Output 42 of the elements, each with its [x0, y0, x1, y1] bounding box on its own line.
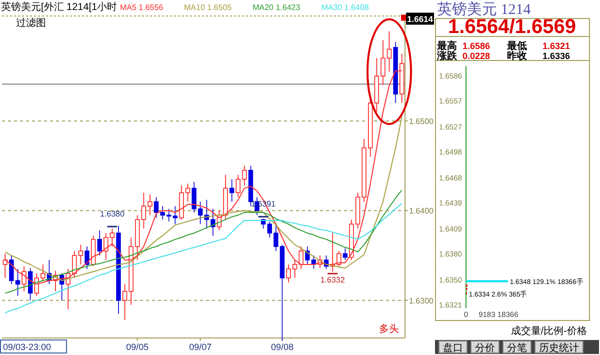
candlestick: [2, 253, 8, 278]
text: 最低: [506, 40, 527, 52]
annotation: 1.6380: [100, 210, 125, 219]
annotation: 1.6332: [320, 276, 346, 285]
x-tick-label: 09/05: [126, 342, 149, 352]
annotation: 1.6614: [407, 14, 434, 24]
time-box: 09/03-23:00: [0, 340, 67, 354]
text: 1.6321: [542, 41, 570, 51]
chart-title: 英镑美元 1214: [437, 1, 532, 18]
text: MA10 1.6505: [184, 3, 232, 12]
text: 涨跌: [436, 50, 458, 62]
text: MA5 1.6556: [120, 3, 164, 12]
y-tick-label: 1.6500: [409, 116, 434, 126]
x-tick-label: 09/07: [189, 342, 212, 352]
bar: [466, 280, 508, 282]
text: MA30 1.6408: [321, 3, 370, 12]
annotation: 多头: [379, 323, 399, 335]
x-tick-label: 09/08: [270, 342, 294, 352]
text: 0.0228: [462, 51, 490, 61]
candlestick: [97, 230, 102, 256]
tab: 历史统计: [534, 340, 584, 354]
tab: 分笔: [502, 340, 532, 354]
text: 1.6564/1.6569: [448, 16, 576, 38]
tab: 分价: [470, 340, 500, 354]
x-axis-title: 成交量/比例-价格: [510, 325, 587, 337]
annotation: 过滤图: [16, 17, 46, 29]
candlestick: [154, 196, 159, 218]
text: 昨收: [507, 50, 528, 62]
candlestick: [229, 178, 234, 202]
line-series: [4, 190, 402, 294]
y-tick-label: 1.6400: [409, 206, 434, 216]
candlestick: [22, 266, 26, 292]
text: 最高: [436, 40, 457, 52]
candlestick: [342, 248, 348, 260]
text: 1.6336: [542, 51, 570, 61]
text: 1.6586: [462, 41, 490, 51]
tab: 盘口: [438, 340, 468, 354]
candlestick: [84, 246, 90, 270]
y-tick-label: 1.6300: [409, 296, 434, 306]
text: MA20 1.6423: [252, 3, 301, 12]
candlestick: [172, 206, 178, 225]
chart-title: 英镑美元[外汇 1214[1小时: [1, 1, 118, 13]
